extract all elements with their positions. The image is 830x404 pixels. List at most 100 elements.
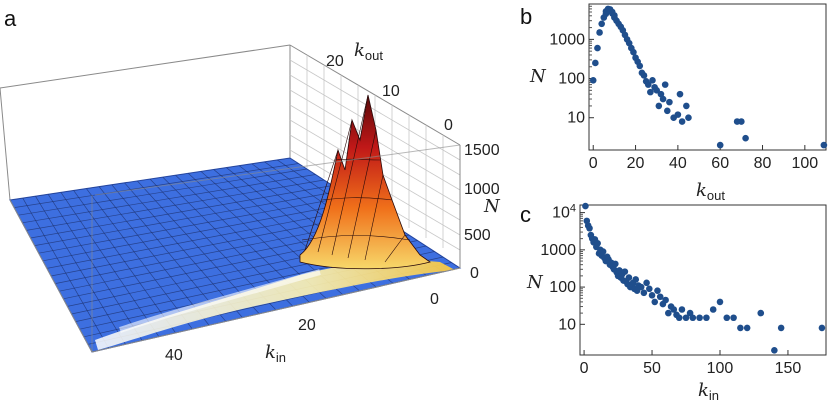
data-point — [737, 324, 744, 332]
mesh-line — [18, 168, 308, 216]
data-point — [716, 298, 724, 306]
data-point — [647, 88, 654, 96]
surface-ridge-highlight — [119, 269, 321, 333]
kout-axis-label: kout — [354, 40, 383, 63]
data-point — [640, 72, 648, 79]
z-tick-label: 1500 — [464, 142, 500, 159]
data-point — [678, 306, 686, 313]
y-tick-label: 100 — [558, 71, 585, 88]
panel-b-x-axis: 0 20 40 60 80 100 — [589, 145, 818, 172]
x-tick-label: 80 — [754, 155, 772, 172]
data-point — [612, 260, 619, 268]
kin-axis-label: kin — [265, 342, 286, 365]
mesh-line — [34, 190, 342, 246]
data-point — [594, 44, 601, 52]
z-axis-label: N — [483, 196, 501, 217]
mesh-line — [26, 179, 325, 231]
data-point — [630, 48, 637, 56]
data-point — [599, 248, 607, 255]
mesh-line — [22, 174, 316, 224]
data-point — [655, 102, 663, 110]
panel-c-frame — [579, 204, 827, 356]
data-point — [596, 29, 603, 36]
data-point — [670, 306, 678, 313]
kin-tick-label: 40 — [165, 347, 183, 364]
mesh-line — [38, 196, 350, 254]
z-tick-label: 500 — [464, 227, 491, 244]
x-tick-label: 20 — [627, 155, 645, 172]
data-point — [654, 287, 661, 294]
data-point — [582, 202, 589, 210]
panel-b-points — [589, 5, 828, 149]
data-point — [586, 224, 593, 232]
panel-c-x-axis: 0 50 100 150 — [580, 350, 802, 377]
data-point — [643, 279, 650, 287]
data-point — [625, 274, 633, 281]
data-point — [662, 296, 669, 304]
y-tick-label: 104 — [552, 203, 576, 222]
kout-tick-label: 20 — [326, 53, 344, 70]
data-point — [663, 107, 671, 115]
data-point — [738, 118, 745, 125]
panel-c-letter: c — [520, 202, 531, 227]
data-point — [678, 118, 686, 125]
z-tick-label: 1000 — [464, 181, 500, 198]
y-tick-exponent: 4 — [570, 203, 576, 215]
y-tick-label: 1000 — [540, 242, 576, 259]
panel-b-y-axis: 10 100 1000 — [549, 5, 594, 127]
mesh-line — [30, 185, 333, 239]
data-point — [646, 285, 653, 293]
kin-axis: 0 20 40 kin — [165, 291, 439, 365]
x-tick-label: 150 — [775, 360, 802, 377]
x-tick-label: 100 — [707, 360, 734, 377]
z-tick-label: 0 — [470, 265, 479, 282]
data-point — [665, 309, 672, 317]
y-tick-label: 10 — [567, 110, 585, 127]
data-point — [640, 289, 648, 297]
kout-axis: 20 10 0 kout — [326, 40, 453, 134]
y-tick-label: 1000 — [549, 31, 585, 48]
data-point — [621, 268, 629, 275]
mesh-line — [46, 207, 367, 269]
kout-tick-label: 0 — [444, 117, 453, 134]
data-point — [771, 347, 778, 354]
y-tick-label: 100 — [549, 279, 576, 296]
data-point — [594, 239, 601, 247]
data-point — [644, 81, 652, 88]
mesh-line — [42, 201, 359, 262]
data-point — [661, 81, 669, 88]
data-point — [683, 102, 690, 110]
data-point — [730, 314, 737, 322]
surface-peak-mesh — [301, 94, 411, 263]
x-tick-label: 50 — [643, 360, 661, 377]
data-point — [656, 293, 664, 301]
x-tick-label: 0 — [589, 155, 598, 172]
panel-c-y-axis: 10 100 1000 104 — [540, 203, 585, 333]
data-point — [674, 111, 682, 118]
data-point — [685, 114, 692, 122]
data-point — [703, 314, 710, 322]
mesh-line — [14, 163, 299, 208]
y-tick-label: 10 — [558, 316, 576, 333]
z-axis: 1500 1000 500 0 N — [464, 142, 501, 282]
box-frame-front — [9, 144, 461, 353]
data-point — [589, 77, 597, 84]
box-frame-back — [0, 44, 461, 201]
panel-b-letter: b — [520, 4, 532, 29]
panel-b-y-label: N — [529, 66, 547, 87]
data-point — [716, 141, 724, 149]
panel-c-points — [582, 202, 826, 354]
data-point — [636, 62, 644, 70]
panel-b-frame — [588, 3, 827, 151]
x-tick-label: 60 — [711, 155, 729, 172]
data-point — [743, 324, 751, 332]
panel-c-kin-distribution: c 0 50 100 150 10 100 1000 104 N kin — [520, 202, 827, 403]
data-point — [676, 90, 684, 98]
data-point — [675, 314, 683, 322]
data-point — [757, 309, 765, 317]
data-point — [659, 95, 667, 103]
panel-b-x-label: kout — [696, 180, 725, 203]
data-point — [820, 141, 828, 149]
kin-tick-label: 20 — [298, 317, 316, 334]
data-point — [777, 324, 785, 332]
